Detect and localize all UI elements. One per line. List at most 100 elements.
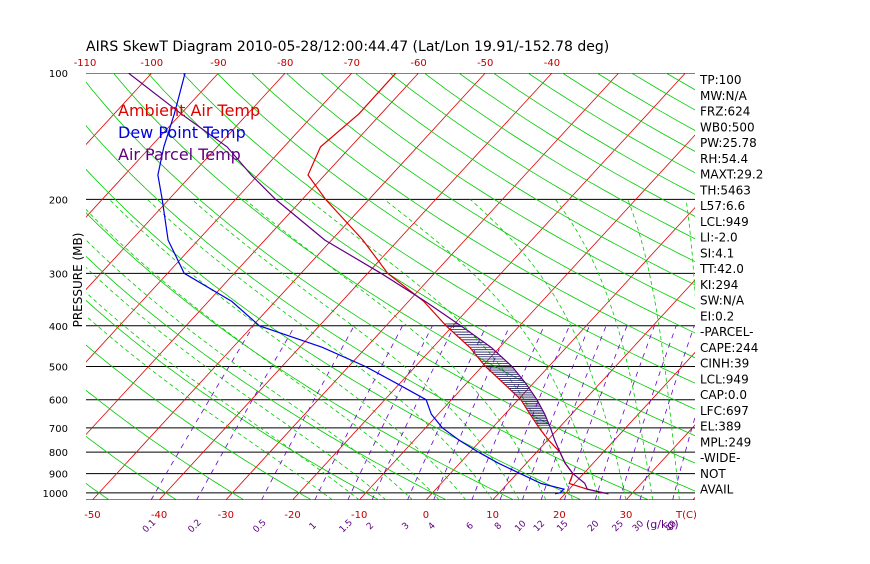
legend-dew-point-temp: Dew Point Temp <box>118 123 246 142</box>
top-temp-tick-label: -60 <box>410 58 426 69</box>
bottom-temp-tick-label: 0 <box>423 510 429 521</box>
mixing-ratio-tick-label: 1 <box>308 521 319 532</box>
legend-ambient-air-temp: Ambient Air Temp <box>118 101 260 120</box>
dry-adiabat-line <box>217 73 870 500</box>
mixing-ratio-tick-label: 10 <box>513 519 528 534</box>
index-label: EL:389 <box>700 420 741 434</box>
pressure-tick-label: 300 <box>49 269 68 280</box>
moist-adiabat-line <box>148 199 493 500</box>
isotherm-line <box>826 73 870 500</box>
index-label: MW:N/A <box>700 89 748 103</box>
index-label: KI:294 <box>700 278 738 292</box>
pressure-tick-label: 500 <box>49 362 68 373</box>
index-label: -WIDE- <box>700 451 740 465</box>
mixing-ratio-tick-label: 0.2 <box>186 518 203 535</box>
index-label: NOT <box>700 467 726 481</box>
index-label: AVAIL <box>700 483 734 497</box>
chart-title: AIRS SkewT Diagram 2010-05-28/12:00:44.4… <box>86 39 609 55</box>
top-temp-tick-label: -80 <box>277 58 293 69</box>
moist-adiabat-line <box>628 199 680 500</box>
isotherm-line <box>359 73 752 500</box>
bottom-temp-tick-label: -20 <box>284 510 300 521</box>
index-label: CINH:39 <box>700 357 749 371</box>
mixing-ratio-tick-label: 6 <box>465 521 476 532</box>
moist-adiabat-line <box>76 199 439 500</box>
dry-adiabat-line <box>252 73 870 500</box>
bottom-temp-tick-label: -40 <box>151 510 167 521</box>
index-label: TH:5463 <box>699 183 751 197</box>
moist-adiabat-line <box>192 199 519 500</box>
top-temp-tick-label: -110 <box>74 58 97 69</box>
isotherm-line <box>0 73 18 500</box>
index-label: TT:42.0 <box>699 262 744 276</box>
mixing-ratio-tick-label: 20 <box>586 519 601 534</box>
moist-adiabat-line <box>245 199 546 500</box>
isotherm-line <box>293 73 686 500</box>
isotherm-line <box>759 73 870 500</box>
pressure-tick-label: 200 <box>49 195 68 206</box>
dry-adiabat-line <box>355 73 870 500</box>
mixing-ratio-tick-label: 8 <box>493 521 504 532</box>
mixing-ratio-tick-label: 4 <box>427 521 438 532</box>
dry-adiabat-line <box>321 73 870 500</box>
stability-indices: TP:100MW:N/AFRZ:624WB0:500PW:25.78RH:54.… <box>699 73 763 497</box>
dry-adiabat-line <box>182 73 870 500</box>
dry-adiabat-line <box>493 73 870 500</box>
dry-adiabat-line <box>459 73 870 500</box>
dry-adiabat-line <box>424 73 870 500</box>
top-temp-tick-label: -50 <box>477 58 493 69</box>
index-label: PW:25.78 <box>700 136 757 150</box>
mixing-ratio-tick-label: 30 <box>631 519 646 534</box>
mixing-ratio-tick-label: 0.5 <box>251 518 268 535</box>
dry-adiabat-line <box>839 73 870 500</box>
index-label: MPL:249 <box>700 435 751 449</box>
index-label: -PARCEL- <box>700 325 754 339</box>
moist-adiabat-line <box>555 199 652 500</box>
index-label: FRZ:624 <box>700 105 750 119</box>
dry-adiabat-line <box>528 73 870 500</box>
index-label: MAXT:29.2 <box>700 168 763 182</box>
mixing-ratio-tick-label: 2 <box>365 521 376 532</box>
top-temp-tick-label: -100 <box>140 58 163 69</box>
dry-adiabat-line <box>770 73 870 500</box>
index-label: L57:6.6 <box>700 199 745 213</box>
bottom-temp-tick-label: 30 <box>620 510 633 521</box>
isotherm-line <box>426 73 819 500</box>
top-temp-tick-label: -70 <box>344 58 360 69</box>
isotherm-line <box>226 73 619 500</box>
pressure-tick-label: 600 <box>49 396 68 407</box>
bottom-temp-tick-label: -10 <box>351 510 367 521</box>
pressure-tick-label: 700 <box>49 424 68 435</box>
bottom-temp-tick-label: -30 <box>218 510 234 521</box>
top-temp-tick-label: -90 <box>210 58 226 69</box>
index-label: CAP:0.0 <box>700 388 747 402</box>
pressure-tick-label: 400 <box>49 322 68 333</box>
y-axis-label: PRESSURE (MB) <box>71 233 85 328</box>
index-label: LCL:949 <box>700 215 749 229</box>
pressure-tick-label: 100 <box>49 69 68 80</box>
mixing-ratio-tick-label: 12 <box>532 519 547 534</box>
mixing-ratio-tick-label: 25 <box>611 519 626 534</box>
mixing-ratio-tick-label: 15 <box>555 519 570 534</box>
index-label: CAPE:244 <box>700 341 758 355</box>
index-label: SI:4.1 <box>700 246 734 260</box>
index-label: LCL:949 <box>700 372 749 386</box>
index-label: LFC:697 <box>700 404 749 418</box>
moist-adiabat-line <box>109 199 466 500</box>
dry-adiabat-line <box>286 73 870 500</box>
index-label: WB0:500 <box>700 120 755 134</box>
legend: Ambient Air Temp Dew Point Temp Air Parc… <box>118 101 260 164</box>
moist-adiabat-line <box>308 199 572 500</box>
index-label: LI:-2.0 <box>700 231 738 245</box>
dry-adiabat-line <box>804 73 870 500</box>
legend-air-parcel-temp: Air Parcel Temp <box>118 145 241 164</box>
index-label: RH:54.4 <box>700 152 748 166</box>
dry-adiabat-line <box>666 73 870 500</box>
isotherm-line <box>493 73 870 500</box>
bottom-temp-tick-label: -50 <box>84 510 100 521</box>
index-label: EI:0.2 <box>700 309 734 323</box>
mixing-ratio-tick-label: 3 <box>401 521 412 532</box>
index-label: SW:N/A <box>700 294 745 308</box>
